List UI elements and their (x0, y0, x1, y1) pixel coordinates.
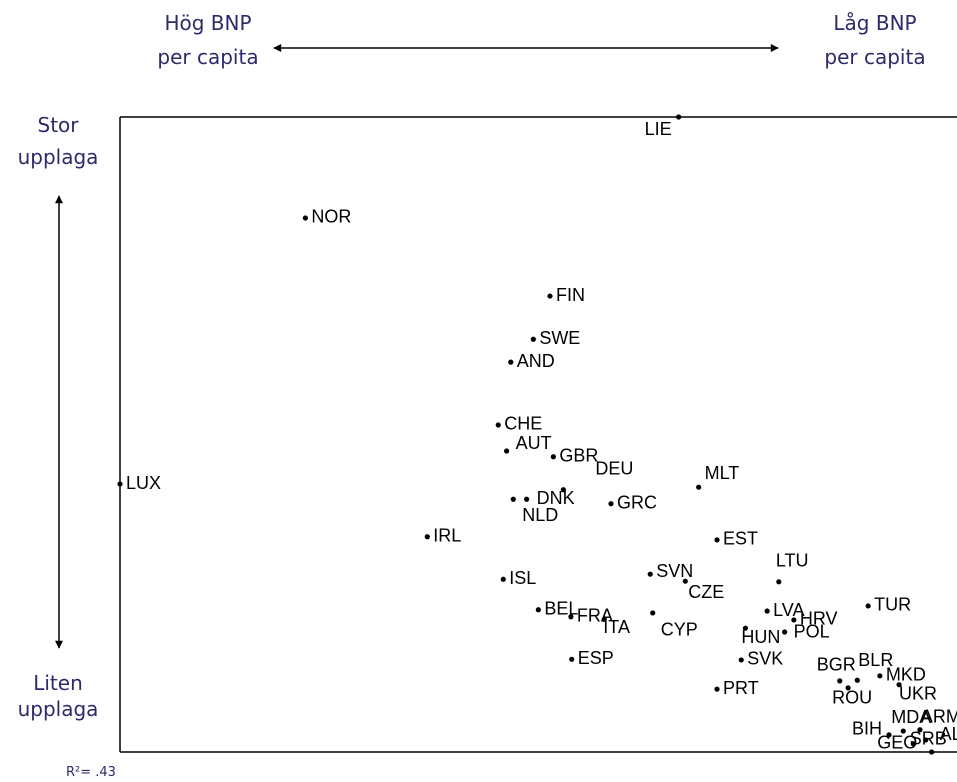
point-label: DEU (595, 458, 633, 478)
point (714, 537, 720, 543)
point-label: CHE (504, 414, 542, 434)
point-label: BIH (852, 719, 882, 739)
x-right-label: per capita (824, 45, 925, 69)
point-label: SVK (747, 649, 783, 669)
point (560, 487, 566, 493)
point (508, 359, 514, 365)
point-label: GEO (877, 732, 917, 752)
point (782, 629, 788, 635)
point (910, 741, 916, 747)
point (865, 603, 871, 609)
point (791, 617, 797, 623)
point-label: TUR (874, 595, 911, 615)
point (500, 576, 506, 582)
point-label: NOR (311, 207, 351, 227)
point (424, 534, 430, 540)
point-label: GRC (617, 492, 657, 512)
point-label: HUN (741, 627, 780, 647)
point (569, 656, 575, 662)
point-label: AUT (516, 433, 552, 453)
point (550, 454, 556, 460)
point (504, 448, 510, 454)
point (742, 625, 749, 631)
point (608, 501, 614, 507)
point-label: ESP (578, 648, 614, 668)
point (510, 496, 516, 502)
point-label: ARM (921, 707, 957, 727)
x-right-label: Låg BNP (833, 11, 916, 35)
y-top-label: upplaga (18, 145, 99, 169)
point-label: ROU (832, 688, 872, 708)
point-label: LUX (126, 473, 161, 493)
point-label: ALB (940, 724, 957, 744)
point-label: CZE (688, 582, 724, 602)
plot-frame (119, 116, 957, 753)
point (854, 677, 860, 683)
point-label: ISL (509, 568, 536, 588)
point-label: SWE (539, 328, 580, 348)
point-label: LTU (776, 551, 809, 571)
y-bottom-label: Liten (33, 671, 83, 695)
point-label: DNK (537, 488, 575, 508)
point-label: MDA (891, 707, 931, 727)
point-label: UKR (899, 683, 937, 703)
point (495, 422, 501, 428)
point (682, 578, 688, 584)
point (900, 728, 906, 734)
point (929, 749, 935, 755)
point-label: POL (794, 622, 830, 642)
point-label: FIN (556, 285, 585, 305)
point-label: LVA (773, 600, 804, 620)
point (524, 496, 530, 502)
point-label: MLT (705, 463, 740, 483)
point (650, 610, 656, 616)
y-bottom-label: upplaga (18, 697, 99, 721)
point-label: PRT (723, 678, 759, 698)
x-left-label: per capita (157, 45, 258, 69)
point-label: MKD (886, 665, 926, 685)
point-label: EST (723, 529, 758, 549)
x-left-label: Hög BNP (164, 11, 251, 35)
point-label: CYP (661, 620, 698, 640)
point (923, 737, 929, 743)
point (776, 579, 782, 585)
r-squared: R²= .43 (66, 765, 116, 780)
point-label: BEL (544, 599, 578, 619)
point-label: AND (517, 351, 555, 371)
point (547, 293, 553, 299)
point (877, 673, 883, 679)
point (117, 481, 123, 487)
point-label: LIE (645, 119, 672, 139)
point-label: GBR (559, 445, 598, 465)
point (568, 614, 574, 620)
point (302, 215, 308, 221)
point-label: ITA (603, 617, 630, 637)
point-label: IRL (433, 525, 461, 545)
point (837, 678, 843, 684)
point (738, 657, 744, 663)
point (601, 616, 607, 622)
point (764, 608, 770, 614)
point (676, 114, 682, 120)
point-label: SVN (656, 561, 693, 581)
point (896, 682, 902, 688)
point (647, 571, 653, 577)
point (535, 607, 541, 613)
point-label: BLR (858, 650, 893, 670)
point (714, 686, 720, 692)
point-label: NLD (522, 505, 558, 525)
point-label: BGR (817, 655, 856, 675)
point (530, 336, 536, 342)
y-top-label: Stor (38, 113, 80, 137)
point-label: SRB (910, 729, 947, 749)
point (696, 484, 702, 490)
point-label: HRV (800, 609, 838, 629)
point (886, 732, 892, 738)
point (845, 685, 851, 691)
point (917, 727, 923, 733)
